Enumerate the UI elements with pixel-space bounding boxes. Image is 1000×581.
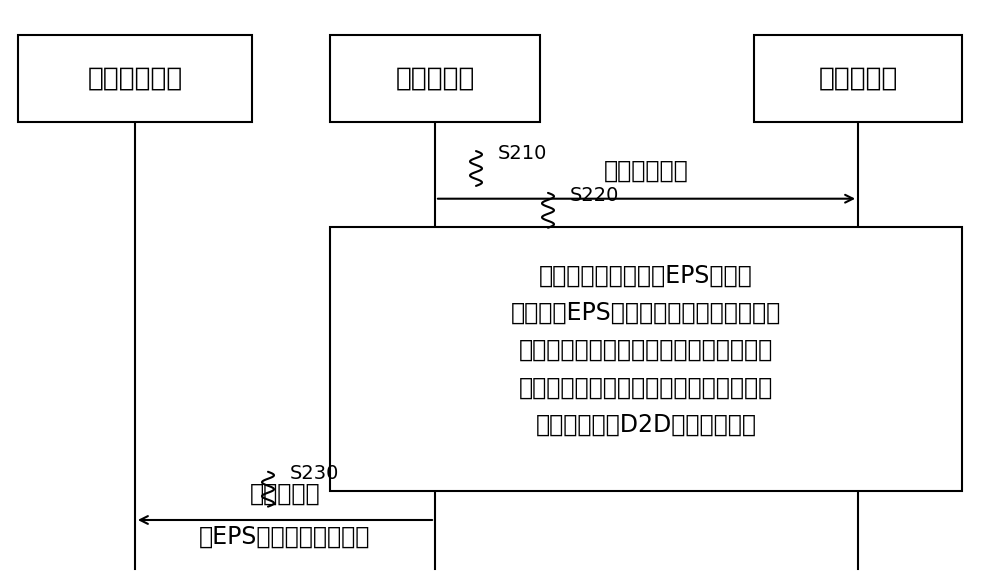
Text: 重配置消息: 重配置消息 xyxy=(250,482,320,506)
Text: S220: S220 xyxy=(570,185,619,205)
FancyBboxPatch shape xyxy=(330,227,962,491)
Text: 承载建立请求: 承载建立请求 xyxy=(604,159,689,182)
FancyBboxPatch shape xyxy=(754,35,962,122)
Text: S230: S230 xyxy=(290,464,339,483)
Text: 中继终端设备: 中继终端设备 xyxy=(87,66,183,91)
Text: 核心网设备: 核心网设备 xyxy=(818,66,898,91)
FancyBboxPatch shape xyxy=(18,35,252,122)
Text: S210: S210 xyxy=(498,144,547,163)
Text: （EPS承载的配置信息）: （EPS承载的配置信息） xyxy=(199,525,371,548)
FancyBboxPatch shape xyxy=(330,35,540,122)
Text: 接入网设备: 接入网设备 xyxy=(395,66,475,91)
Text: 建立远端终端设备的EPS承载，
其中，该EPS承载包括该接入网设备与该
中继终端设备之间的蜂窝数据传输通道以
及该中继终端设备与该远端终端设备之间
的设备到设备: 建立远端终端设备的EPS承载， 其中，该EPS承载包括该接入网设备与该 中继终端… xyxy=(511,263,781,437)
